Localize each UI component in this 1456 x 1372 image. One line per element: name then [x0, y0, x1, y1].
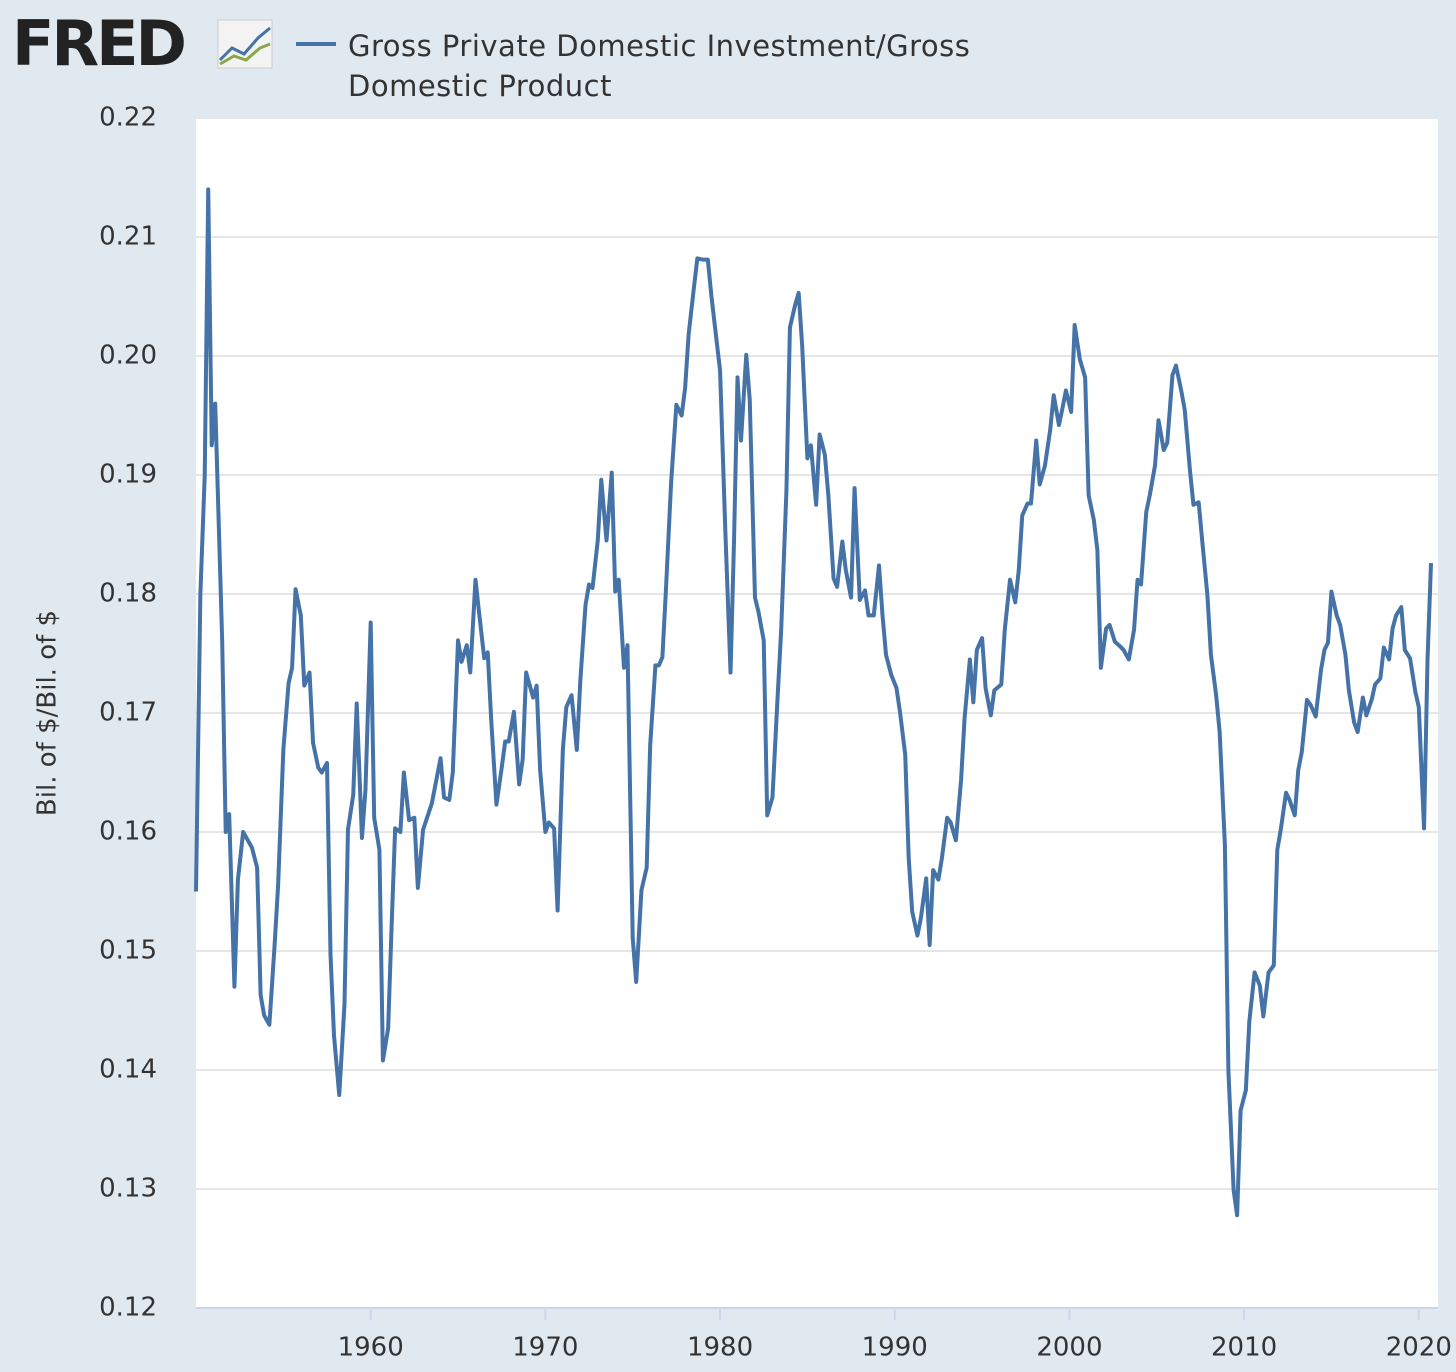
y-tick-label: 0.20 [99, 341, 157, 371]
legend-entry: Gross Private Domestic Investment/Gross … [348, 29, 971, 103]
y-tick-label: 0.21 [99, 222, 157, 252]
y-tick-label: 0.14 [99, 1055, 157, 1085]
fred-logo[interactable]: FRED [12, 7, 273, 80]
logo-icon-line [219, 42, 271, 66]
y-tick-label: 0.15 [99, 936, 157, 966]
logo-icon-line [218, 26, 271, 62]
series-line [194, 187, 1434, 1218]
y-tick-label: 0.17 [99, 698, 157, 728]
logo-text: FRED [12, 7, 184, 80]
y-tick-label: 0.13 [99, 1174, 157, 1204]
y-tick-label: 0.18 [99, 579, 157, 609]
y-tick-label: 0.16 [99, 817, 157, 847]
x-tick-label: 1960 [338, 1333, 404, 1363]
y-tick-label: 0.19 [99, 460, 157, 490]
x-tick-label: 2010 [1211, 1333, 1277, 1363]
x-tick-label: 1990 [862, 1333, 928, 1363]
x-tick-label: 1980 [687, 1333, 753, 1363]
x-tick-label: 2000 [1036, 1333, 1102, 1363]
y-tick-label: 0.22 [99, 103, 157, 133]
x-tick-label: 2020 [1386, 1333, 1452, 1363]
x-tick-label: 1970 [512, 1333, 578, 1363]
y-tick-label: 0.12 [99, 1293, 157, 1323]
y-axis-label: Bil. of $/Bil. of $ [33, 610, 63, 816]
